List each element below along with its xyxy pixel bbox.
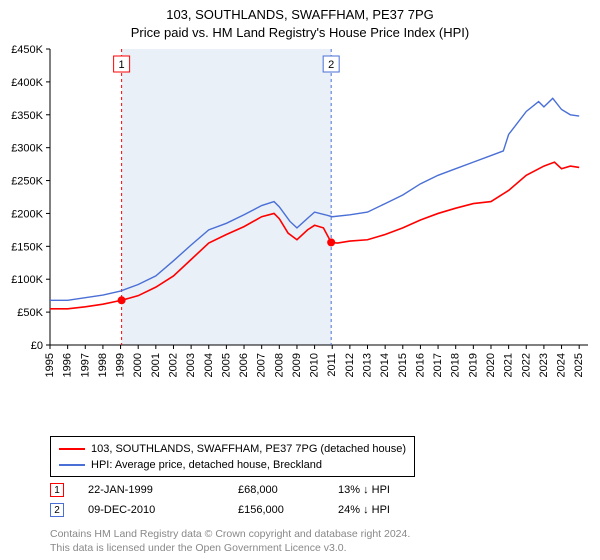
- event-marker: 1: [50, 483, 64, 497]
- svg-text:2013: 2013: [362, 353, 374, 377]
- svg-text:2: 2: [328, 59, 334, 71]
- legend-label: HPI: Average price, detached house, Brec…: [91, 459, 322, 471]
- event-date: 22-JAN-1999: [88, 484, 238, 496]
- svg-text:2003: 2003: [185, 353, 197, 377]
- svg-text:2017: 2017: [432, 353, 444, 377]
- title-address: 103, SOUTHLANDS, SWAFFHAM, PE37 7PG: [0, 6, 600, 24]
- event-date: 09-DEC-2010: [88, 504, 238, 516]
- event-marker: 2: [50, 503, 64, 517]
- svg-text:£450K: £450K: [11, 44, 43, 56]
- event-row: 2 09-DEC-2010£156,00024% ↓ HPI: [50, 500, 458, 520]
- svg-text:1998: 1998: [97, 353, 109, 377]
- event-table: 1 22-JAN-1999£68,00013% ↓ HPI 2 09-DEC-2010…: [50, 480, 458, 520]
- svg-text:£350K: £350K: [11, 110, 43, 122]
- chart-area: £0 £50K £100K £150K £200K £250K £300K £350K £400…: [0, 41, 600, 385]
- line-chart: £0 £50K £100K £150K £200K £250K £300K £350K £400…: [0, 41, 600, 385]
- svg-text:2015: 2015: [397, 353, 409, 377]
- title-subtitle: Price paid vs. HM Land Registry's House …: [0, 24, 600, 42]
- svg-text:2000: 2000: [132, 353, 144, 377]
- svg-text:2019: 2019: [467, 353, 479, 377]
- legend-label: 103, SOUTHLANDS, SWAFFHAM, PE37 7PG (det…: [91, 443, 406, 455]
- footer-line1: Contains HM Land Registry data © Crown c…: [50, 528, 410, 542]
- svg-text:1: 1: [119, 59, 125, 71]
- svg-text:2008: 2008: [273, 353, 285, 377]
- svg-text:£50K: £50K: [17, 307, 43, 319]
- svg-text:2006: 2006: [238, 353, 250, 377]
- svg-text:£250K: £250K: [11, 176, 43, 188]
- legend-item: HPI: Average price, detached house, Brec…: [59, 457, 406, 473]
- event-price: £68,000: [238, 484, 338, 496]
- svg-text:2021: 2021: [503, 353, 515, 377]
- svg-text:2004: 2004: [203, 353, 215, 377]
- svg-text:1995: 1995: [44, 353, 56, 377]
- event-delta: 13% ↓ HPI: [338, 484, 458, 496]
- chart-header: 103, SOUTHLANDS, SWAFFHAM, PE37 7PG Pric…: [0, 0, 600, 41]
- svg-text:2025: 2025: [573, 353, 585, 377]
- svg-text:£150K: £150K: [11, 241, 43, 253]
- event-price: £156,000: [238, 504, 338, 516]
- svg-text:2016: 2016: [414, 353, 426, 377]
- svg-text:2010: 2010: [309, 353, 321, 377]
- footer-line2: This data is licensed under the Open Gov…: [50, 542, 410, 556]
- event-row: 1 22-JAN-1999£68,00013% ↓ HPI: [50, 480, 458, 500]
- svg-text:2005: 2005: [220, 353, 232, 377]
- svg-text:2012: 2012: [344, 353, 356, 377]
- svg-text:£200K: £200K: [11, 209, 43, 221]
- svg-text:£300K: £300K: [11, 143, 43, 155]
- svg-text:2024: 2024: [556, 353, 568, 377]
- svg-text:1997: 1997: [79, 353, 91, 377]
- event-delta: 24% ↓ HPI: [338, 504, 458, 516]
- svg-text:1996: 1996: [62, 353, 74, 377]
- svg-text:£100K: £100K: [11, 274, 43, 286]
- legend-swatch: [59, 448, 85, 450]
- svg-text:2020: 2020: [485, 353, 497, 377]
- legend-swatch: [59, 464, 85, 466]
- svg-text:2018: 2018: [450, 353, 462, 377]
- footer-text: Contains HM Land Registry data © Crown c…: [50, 528, 410, 555]
- svg-text:2023: 2023: [538, 353, 550, 377]
- svg-text:2022: 2022: [520, 353, 532, 377]
- legend-item: 103, SOUTHLANDS, SWAFFHAM, PE37 7PG (det…: [59, 441, 406, 457]
- svg-text:2009: 2009: [291, 353, 303, 377]
- svg-text:£0: £0: [31, 340, 43, 352]
- svg-text:2007: 2007: [256, 353, 268, 377]
- svg-text:2002: 2002: [167, 353, 179, 377]
- svg-text:£400K: £400K: [11, 77, 43, 89]
- svg-text:2001: 2001: [150, 353, 162, 377]
- legend: 103, SOUTHLANDS, SWAFFHAM, PE37 7PG (det…: [50, 436, 415, 477]
- svg-text:2011: 2011: [326, 353, 338, 377]
- svg-text:2014: 2014: [379, 353, 391, 377]
- svg-text:1999: 1999: [115, 353, 127, 377]
